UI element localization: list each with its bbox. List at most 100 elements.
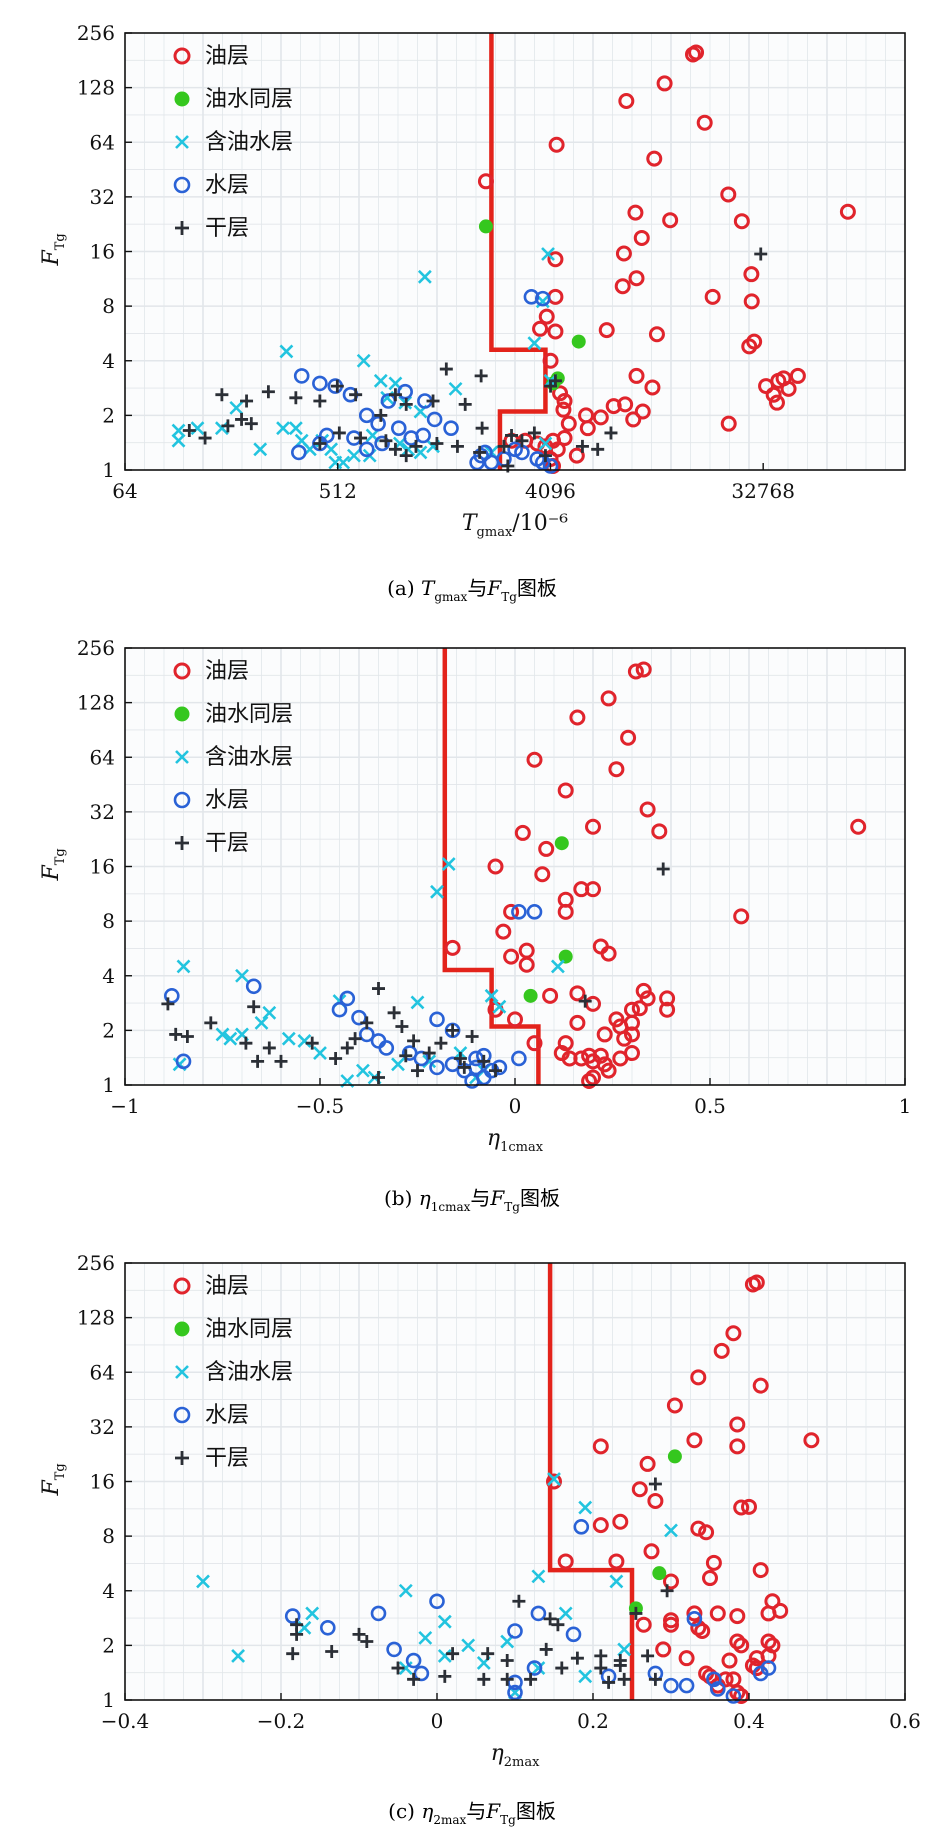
point-oil-15 [547,251,564,268]
point-oil-38 [644,379,661,396]
point-oil-6 [557,782,574,799]
point-oil-33 [789,367,806,384]
point-water-15 [358,441,375,458]
point-oily_water-17 [422,1054,437,1069]
point-oil-5 [526,751,543,768]
x-tick-label: 0.2 [577,1709,609,1733]
point-oil-6 [646,150,663,167]
x-tick-label: −0.5 [296,1094,345,1118]
point-dry-23 [313,436,327,450]
point-oily_water-10 [297,1033,312,1048]
point-oily_water-2 [664,1523,678,1538]
grid [125,33,905,470]
point-oil-40 [556,393,573,410]
y-tick-label: 4 [102,349,115,373]
point-dry-1 [660,1584,674,1598]
point-dry-30 [430,436,444,450]
legend-item-oil: 油层 [173,44,249,69]
point-water-31 [542,458,559,474]
point-water-0 [523,289,540,305]
point-dry-14 [438,1669,452,1683]
point-oil_water-0 [478,219,493,234]
point-oil-14 [487,858,504,875]
point-oily_water-1 [541,247,555,261]
point-water-0 [511,904,527,920]
point-oil-31 [659,1001,676,1018]
point-oil-45 [624,1014,640,1031]
point-oil-53 [592,1047,609,1064]
point-oil-4 [696,114,713,131]
point-oil-40 [569,1014,586,1031]
point-oil-24 [608,1553,625,1570]
classification-boundary [547,1263,635,1700]
point-oil-3 [618,93,635,110]
legend-item-dry: 干层 [175,1446,249,1471]
point-oil-41 [733,1637,750,1654]
point-oil-1 [684,46,701,63]
point-dry-11 [388,388,402,402]
point-dry-9 [325,1645,339,1659]
point-oil-11 [850,818,867,835]
point-water-15 [663,1677,679,1694]
point-dry-29 [399,1049,413,1063]
point-dry-36 [527,426,541,440]
point-oil_water-1 [652,1566,667,1581]
point-oil-21 [733,908,750,925]
point-oil-30 [628,367,645,384]
point-oil-55 [729,1684,746,1701]
classification-boundary [489,33,548,470]
point-dry-30 [457,1060,471,1074]
point-oil-0 [627,663,644,680]
point-water-23 [507,1684,523,1701]
dry-marker-icon [175,221,189,235]
point-oily_water-5 [196,1574,210,1589]
point-dry-33 [497,439,511,453]
y-tick-label: 32 [90,185,115,209]
point-dry-2 [544,379,558,393]
legend-label: 含油水层 [205,1360,293,1385]
x-axis: −1 −0.5 0 0.5 1 [110,1078,911,1118]
point-dry-3 [543,1612,557,1626]
point-dry-7 [313,394,327,408]
point-oil-22 [495,923,512,940]
point-oil-1 [748,1274,765,1291]
point-dry-0 [656,862,670,876]
point-dry-25 [594,1661,608,1675]
legend-label: 油层 [205,1274,249,1299]
point-oily_water-19 [578,1669,593,1684]
point-oil-12 [514,824,531,841]
point-oil-28 [518,956,535,973]
point-oil-6 [666,1397,683,1414]
point-oil-11 [662,212,679,229]
point-oily_water-5 [254,1015,269,1030]
point-oil-26 [648,326,665,343]
x-axis-label: η1cmax [487,1126,544,1155]
point-oil-40 [729,1633,746,1650]
point-oil-37 [768,394,785,411]
oily-water-marker-icon [175,750,189,764]
point-dry-27 [372,1070,385,1084]
point-dry-0 [754,247,768,261]
series-oil_water [628,1449,682,1616]
water-marker-icon [173,791,191,809]
point-oily_water-3 [235,968,249,983]
point-oily_water-1 [430,884,444,899]
point-water-19 [725,1688,742,1704]
y-tick-label: 64 [90,1360,115,1384]
point-oil-56 [624,1045,640,1062]
point-oil-2 [600,690,617,707]
point-dry-19 [407,1034,421,1048]
point-oily_water-10 [448,381,463,396]
point-oily_water-16 [391,1057,405,1072]
x-tick-label: −0.2 [257,1709,306,1733]
y-tick-label: 1 [102,458,115,482]
point-oil-15 [647,1492,664,1509]
y-tick-label: 2 [102,403,115,427]
point-oil-23 [557,1553,574,1570]
panel-caption: (a) Tgmax与FTg图板 [387,576,557,604]
x-tick-label: 0.6 [889,1709,921,1733]
point-oil-33 [631,1000,648,1017]
point-oil-14 [546,1473,562,1490]
point-water-11 [526,1660,543,1676]
